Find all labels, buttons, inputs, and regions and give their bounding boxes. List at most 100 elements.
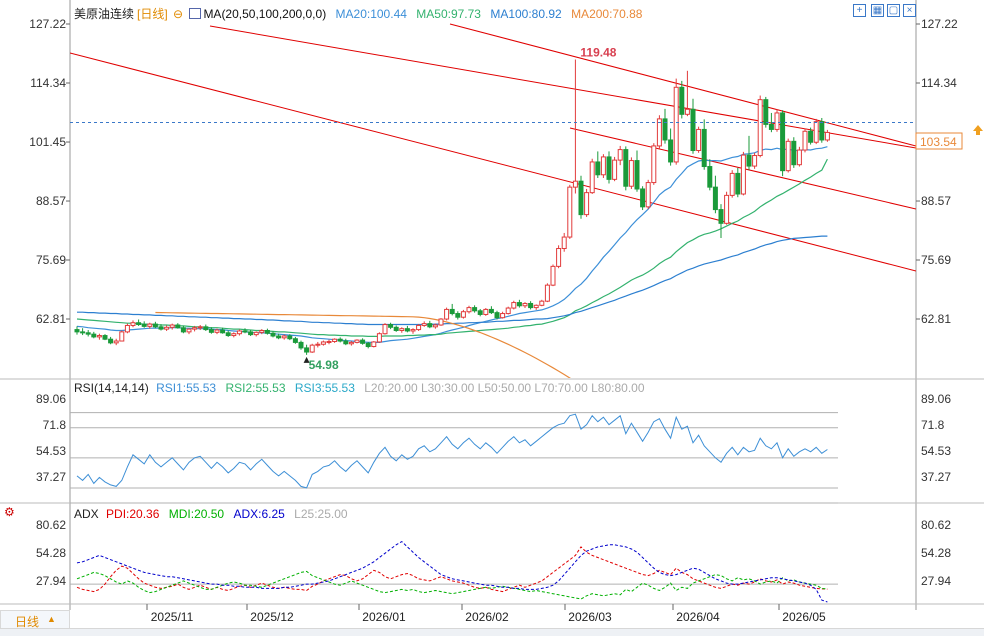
candle-body[interactable]: [248, 331, 254, 336]
candle-body[interactable]: [572, 180, 578, 188]
candle-body[interactable]: [539, 300, 545, 306]
candle-body[interactable]: [315, 343, 321, 346]
candle-body[interactable]: [791, 140, 797, 166]
candle-body[interactable]: [242, 330, 248, 333]
candle-body[interactable]: [628, 160, 634, 187]
candle-body[interactable]: [180, 327, 186, 333]
candle-body[interactable]: [348, 341, 354, 345]
candle-body[interactable]: [483, 308, 489, 315]
candle-body[interactable]: [740, 154, 746, 195]
channel-line-upper[interactable]: [209, 25, 916, 149]
candle-body[interactable]: [612, 159, 618, 180]
candle-body[interactable]: [752, 155, 758, 167]
candle-body[interactable]: [147, 323, 153, 327]
candle-body[interactable]: [696, 128, 702, 152]
candle-body[interactable]: [343, 340, 349, 345]
candle-body[interactable]: [511, 302, 517, 309]
candle-body[interactable]: [421, 323, 427, 326]
candle-body[interactable]: [763, 99, 769, 125]
candle-body[interactable]: [819, 121, 825, 141]
candle-body[interactable]: [287, 335, 293, 340]
candle-body[interactable]: [231, 333, 237, 337]
candle-body[interactable]: [214, 329, 220, 333]
candle-body[interactable]: [472, 307, 478, 312]
candle-body[interactable]: [354, 339, 360, 343]
candle-body[interactable]: [96, 335, 102, 338]
candle-body[interactable]: [365, 342, 371, 348]
candle-body[interactable]: [645, 182, 651, 208]
candle-body[interactable]: [360, 339, 366, 344]
ma-icon[interactable]: [189, 8, 202, 19]
candle-body[interactable]: [449, 308, 455, 315]
candle-body[interactable]: [320, 341, 326, 345]
last-price-tag[interactable]: [915, 132, 963, 150]
adx-line-adx[interactable]: [76, 540, 828, 603]
candle-body[interactable]: [578, 180, 584, 216]
candle-body[interactable]: [690, 108, 696, 152]
rsi-label[interactable]: RSI(14,14,14): [74, 381, 149, 395]
candle-body[interactable]: [152, 323, 158, 328]
candle-body[interactable]: [634, 160, 640, 190]
candle-body[interactable]: [640, 188, 646, 208]
candle-body[interactable]: [220, 329, 226, 334]
candle-body[interactable]: [332, 338, 338, 342]
candle-body[interactable]: [399, 328, 405, 331]
candle-body[interactable]: [169, 324, 175, 328]
candle-body[interactable]: [404, 328, 410, 332]
candle-body[interactable]: [259, 329, 265, 333]
candle-body[interactable]: [236, 330, 242, 335]
candle-body[interactable]: [522, 302, 528, 307]
candle-body[interactable]: [802, 130, 808, 151]
candle-body[interactable]: [746, 154, 752, 167]
candle-body[interactable]: [410, 329, 416, 332]
candle-body[interactable]: [729, 172, 735, 196]
candle-body[interactable]: [281, 335, 287, 339]
candle-body[interactable]: [108, 338, 114, 344]
close-icon[interactable]: ×: [903, 4, 916, 17]
candle-body[interactable]: [656, 118, 662, 147]
candle-body[interactable]: [264, 329, 270, 334]
settings-icon[interactable]: ⚙: [4, 505, 15, 519]
candle-body[interactable]: [651, 145, 657, 184]
candle-body[interactable]: [813, 121, 819, 143]
candle-body[interactable]: [438, 318, 444, 326]
alert-arrow-icon[interactable]: [973, 125, 983, 135]
candle-body[interactable]: [382, 324, 388, 335]
candle-body[interactable]: [528, 302, 534, 309]
candle-body[interactable]: [158, 326, 164, 330]
candle-body[interactable]: [724, 194, 730, 224]
candle-body[interactable]: [102, 335, 108, 340]
candle-body[interactable]: [606, 156, 612, 180]
candle-body[interactable]: [427, 323, 433, 328]
candle-body[interactable]: [600, 156, 606, 176]
candle-body[interactable]: [225, 332, 231, 337]
candle-body[interactable]: [124, 324, 130, 333]
candle-body[interactable]: [432, 324, 438, 328]
candle-body[interactable]: [494, 312, 500, 319]
candle-body[interactable]: [460, 311, 466, 318]
candle-body[interactable]: [684, 108, 690, 115]
grid-icon[interactable]: ▦: [871, 4, 884, 17]
candle-body[interactable]: [668, 139, 674, 163]
candle-body[interactable]: [164, 326, 170, 330]
candle-body[interactable]: [416, 324, 422, 331]
candle-body[interactable]: [556, 248, 562, 267]
candle-body[interactable]: [91, 333, 97, 338]
candle-body[interactable]: [141, 324, 147, 327]
rsi-line[interactable]: [76, 413, 828, 489]
candle-body[interactable]: [270, 332, 276, 337]
candle-body[interactable]: [136, 322, 142, 326]
candle-body[interactable]: [192, 327, 198, 330]
candle-body[interactable]: [757, 99, 763, 157]
adx-label[interactable]: ADX: [74, 507, 99, 521]
candle-body[interactable]: [785, 140, 791, 172]
candle-body[interactable]: [393, 326, 399, 331]
candle-body[interactable]: [304, 347, 310, 353]
candle-body[interactable]: [707, 166, 713, 188]
candle-body[interactable]: [595, 161, 601, 176]
candle-body[interactable]: [768, 123, 774, 130]
candle-body[interactable]: [477, 310, 483, 315]
candle-body[interactable]: [796, 149, 802, 166]
adx-line-pdi[interactable]: [76, 546, 828, 593]
period-button[interactable]: 日线 ▲: [0, 610, 70, 630]
